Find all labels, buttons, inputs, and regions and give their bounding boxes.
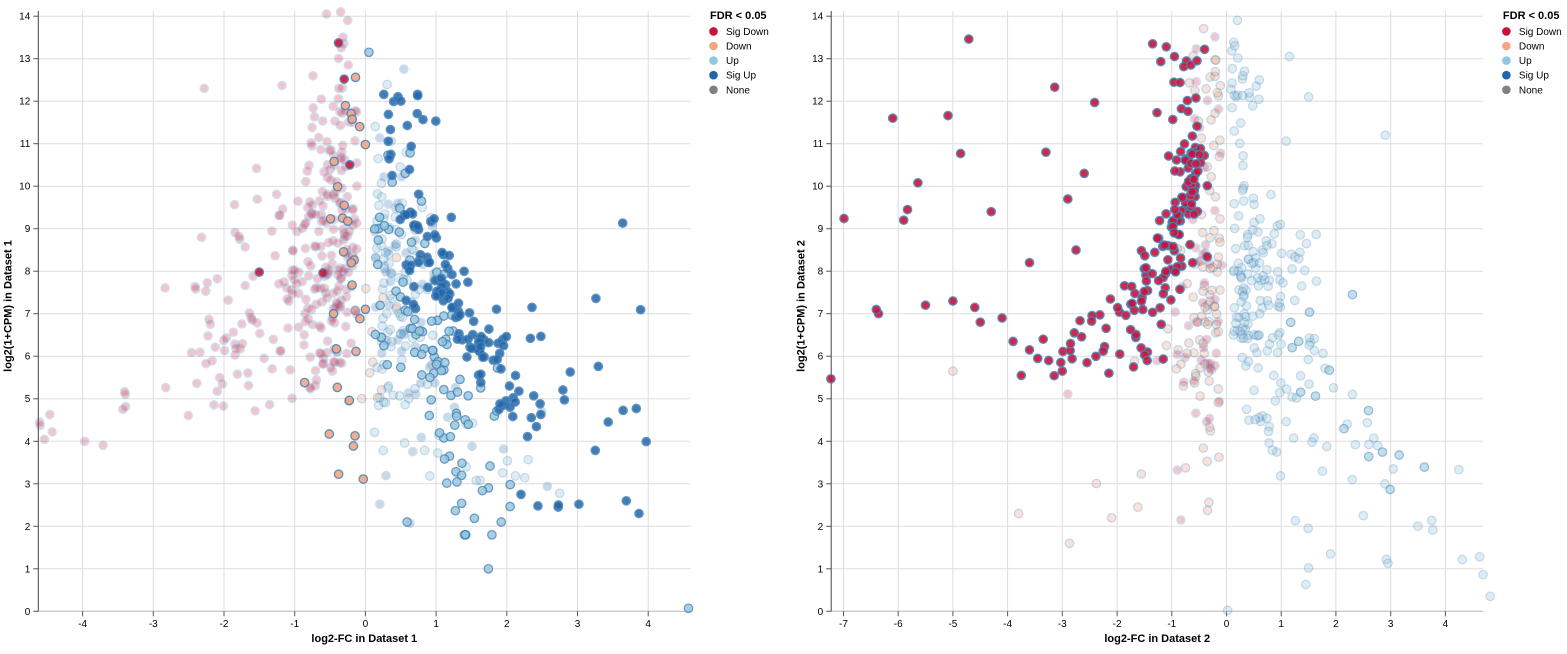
- svg-text:4: 4: [645, 619, 651, 630]
- svg-text:1: 1: [25, 564, 31, 575]
- svg-text:14: 14: [812, 12, 824, 23]
- svg-text:Up: Up: [1519, 56, 1532, 67]
- svg-text:-7: -7: [839, 619, 848, 630]
- svg-text:3: 3: [25, 479, 31, 490]
- svg-text:9: 9: [25, 224, 31, 235]
- svg-text:log2-FC in Dataset 1: log2-FC in Dataset 1: [311, 633, 417, 645]
- svg-text:Sig Down: Sig Down: [1519, 27, 1562, 38]
- svg-text:0: 0: [25, 607, 31, 618]
- svg-text:None: None: [1519, 85, 1543, 96]
- svg-text:2: 2: [1333, 619, 1339, 630]
- svg-text:FDR < 0.05: FDR < 0.05: [1503, 10, 1560, 22]
- svg-text:Down: Down: [726, 42, 752, 53]
- svg-text:5: 5: [818, 394, 824, 405]
- svg-text:13: 13: [812, 54, 824, 65]
- svg-text:13: 13: [19, 54, 31, 65]
- svg-text:Up: Up: [726, 56, 739, 67]
- svg-text:8: 8: [25, 267, 31, 278]
- svg-text:7: 7: [818, 309, 824, 320]
- svg-text:-1: -1: [290, 619, 299, 630]
- svg-text:Sig Up: Sig Up: [726, 71, 756, 82]
- svg-text:Down: Down: [1519, 42, 1545, 53]
- svg-text:10: 10: [19, 182, 31, 193]
- svg-text:4: 4: [25, 437, 31, 448]
- svg-text:3: 3: [575, 619, 581, 630]
- svg-text:-1: -1: [1167, 619, 1176, 630]
- svg-text:-3: -3: [149, 619, 158, 630]
- svg-text:8: 8: [818, 267, 824, 278]
- svg-text:11: 11: [813, 139, 824, 150]
- svg-text:10: 10: [812, 182, 824, 193]
- svg-text:-4: -4: [1003, 619, 1012, 630]
- svg-text:5: 5: [25, 394, 31, 405]
- svg-text:0: 0: [818, 607, 824, 618]
- svg-text:-6: -6: [894, 619, 903, 630]
- svg-text:1: 1: [1278, 619, 1284, 630]
- svg-text:-3: -3: [1058, 619, 1067, 630]
- svg-text:12: 12: [19, 97, 31, 108]
- svg-text:11: 11: [20, 139, 31, 150]
- svg-text:None: None: [726, 85, 750, 96]
- svg-text:4: 4: [818, 437, 824, 448]
- svg-text:9: 9: [818, 224, 824, 235]
- svg-text:14: 14: [19, 12, 31, 23]
- svg-text:log2-FC in Dataset 2: log2-FC in Dataset 2: [1104, 633, 1210, 645]
- svg-text:0: 0: [363, 619, 369, 630]
- svg-text:FDR < 0.05: FDR < 0.05: [710, 10, 767, 22]
- svg-text:2: 2: [818, 522, 824, 533]
- svg-text:2: 2: [25, 522, 31, 533]
- svg-text:3: 3: [818, 479, 824, 490]
- svg-text:6: 6: [818, 352, 824, 363]
- svg-text:0: 0: [1224, 619, 1230, 630]
- svg-text:-2: -2: [220, 619, 229, 630]
- svg-text:-2: -2: [1113, 619, 1122, 630]
- svg-text:-4: -4: [78, 619, 87, 630]
- svg-text:Sig Down: Sig Down: [726, 27, 769, 38]
- svg-text:log2(1+CPM) in Dataset 1: log2(1+CPM) in Dataset 1: [3, 240, 15, 372]
- svg-text:7: 7: [25, 309, 31, 320]
- svg-text:6: 6: [25, 352, 31, 363]
- svg-text:3: 3: [1388, 619, 1394, 630]
- svg-text:12: 12: [812, 97, 824, 108]
- svg-text:-5: -5: [948, 619, 957, 630]
- svg-text:4: 4: [1443, 619, 1449, 630]
- svg-text:1: 1: [818, 564, 824, 575]
- svg-text:1: 1: [433, 619, 439, 630]
- svg-text:Sig Up: Sig Up: [1519, 71, 1549, 82]
- svg-text:log2(1+CPM) in Dataset 2: log2(1+CPM) in Dataset 2: [795, 240, 807, 372]
- svg-text:2: 2: [504, 619, 510, 630]
